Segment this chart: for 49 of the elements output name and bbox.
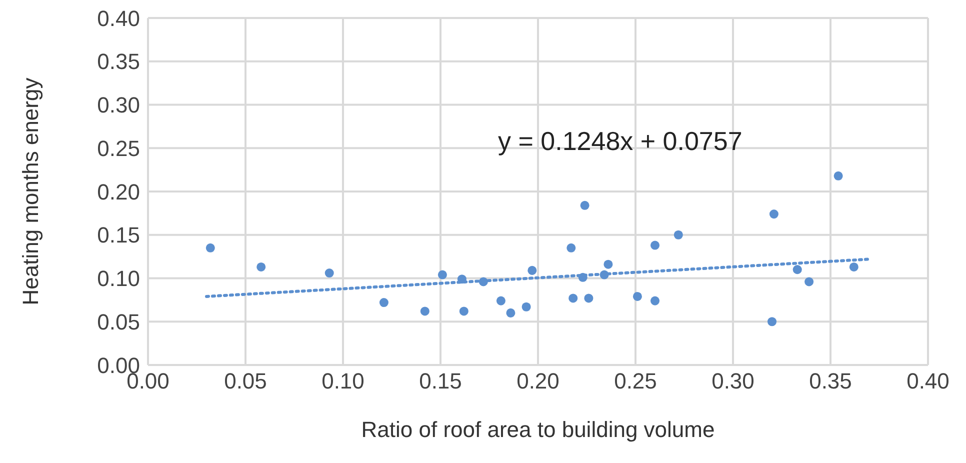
y-tick-label: 0.05 <box>97 309 140 334</box>
point <box>256 262 266 272</box>
point <box>324 268 334 278</box>
point <box>767 317 777 326</box>
point <box>769 210 778 219</box>
point <box>632 292 642 301</box>
point <box>580 200 590 210</box>
y-tick-label: 0.30 <box>97 92 140 118</box>
x-tick-label: 0.35 <box>809 368 852 394</box>
point <box>849 262 858 272</box>
y-axis-title: Heating months energy <box>18 78 43 306</box>
point <box>792 265 802 274</box>
point <box>457 274 466 284</box>
x-tick-label: 0.25 <box>614 368 657 394</box>
x-tick-label: 0.05 <box>224 368 267 394</box>
x-tick-label: 0.30 <box>712 368 754 394</box>
x-tick-label: 0.40 <box>906 368 950 394</box>
point <box>522 302 531 312</box>
point <box>420 306 430 316</box>
y-tick-label: 0.10 <box>97 266 140 292</box>
point <box>650 296 660 306</box>
point <box>566 243 576 252</box>
y-tick-label: 0.25 <box>97 136 140 161</box>
point <box>650 240 660 250</box>
x-tick-label: 0.20 <box>516 368 560 394</box>
point <box>206 243 215 252</box>
point <box>506 308 516 318</box>
point <box>438 270 447 280</box>
y-tick-label: 0.40 <box>97 6 140 31</box>
point <box>834 171 843 180</box>
annotation: y = 0.1248x + 0.0757 <box>498 126 742 157</box>
x-tick-label: 0.15 <box>419 368 462 394</box>
y-tick-label: 0.15 <box>97 222 140 248</box>
y-tick-label: 0.20 <box>97 179 140 204</box>
point <box>604 260 613 269</box>
point <box>459 306 468 316</box>
point <box>496 296 506 306</box>
point <box>674 230 683 240</box>
x-axis-title: Ratio of roof area to building volume <box>361 417 715 442</box>
point <box>600 270 609 280</box>
point <box>804 277 814 286</box>
point <box>478 277 488 286</box>
y-tick-label: 0.35 <box>97 49 140 74</box>
point <box>528 266 537 275</box>
point <box>568 294 578 303</box>
point <box>584 294 594 303</box>
x-tick-label: 0.10 <box>322 368 364 394</box>
point <box>379 298 388 308</box>
point <box>578 272 588 282</box>
